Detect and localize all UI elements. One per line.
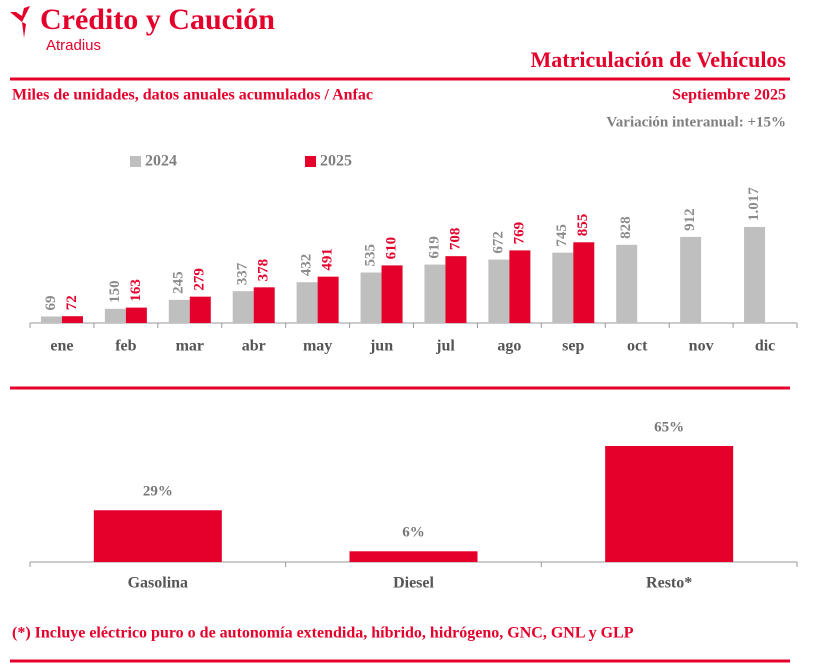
bar [125, 307, 147, 323]
bar [317, 276, 339, 323]
bar [296, 282, 318, 323]
bar [61, 316, 83, 323]
footnote: (*) Incluye eléctrico puro o de autonomí… [12, 625, 634, 642]
legend-label: 2024 [145, 153, 177, 170]
bar [445, 256, 467, 323]
bar [349, 551, 478, 562]
bar [360, 272, 382, 323]
bar [509, 250, 531, 323]
x-tick-label: jun [369, 338, 393, 355]
value-label: 1.017 [746, 187, 762, 221]
x-tick-label: dic [755, 338, 775, 355]
bar [189, 296, 211, 323]
x-tick-label: jul [435, 338, 455, 355]
x-tick-label: may [303, 338, 332, 355]
value-label: 29% [143, 484, 173, 500]
legend-label: 2025 [320, 153, 352, 170]
bar [744, 227, 766, 323]
x-tick-label: Resto* [646, 575, 692, 592]
bar [573, 242, 595, 323]
x-tick-label: ago [497, 338, 521, 355]
brand: Crédito y Caución [40, 3, 275, 36]
x-tick-label: Gasolina [128, 575, 188, 592]
bar [424, 264, 446, 323]
value-label: 745 [554, 224, 570, 247]
value-label: 828 [618, 216, 634, 239]
subtitle: Miles de unidades, datos anuales acumula… [12, 87, 373, 104]
bar [552, 252, 574, 323]
note: Variación interanual: +15% [606, 114, 786, 130]
x-tick-label: abr [242, 338, 266, 355]
x-tick-label: Diesel [393, 575, 434, 592]
value-label: 769 [511, 222, 527, 245]
bar [605, 446, 734, 562]
x-tick-label: oct [627, 338, 648, 355]
x-tick-label: sep [562, 338, 584, 355]
sub-brand: Atradius [46, 37, 101, 54]
value-label: 72 [64, 295, 80, 310]
bar [616, 244, 638, 323]
bar [40, 316, 62, 323]
value-label: 610 [383, 237, 399, 260]
x-tick-label: mar [176, 338, 204, 355]
bar [488, 259, 510, 323]
value-label: 855 [575, 214, 591, 237]
legend-swatch [305, 156, 316, 167]
bar [381, 265, 403, 323]
value-label: 65% [654, 419, 684, 435]
value-label: 491 [320, 248, 336, 271]
bar [104, 308, 126, 323]
x-tick-label: ene [50, 338, 73, 355]
value-label: 6% [402, 525, 425, 541]
value-label: 912 [682, 208, 698, 231]
value-label: 432 [299, 254, 315, 277]
value-label: 672 [490, 231, 506, 254]
value-label: 619 [426, 236, 442, 259]
bar [168, 299, 190, 323]
bar [232, 291, 254, 323]
x-tick-label: feb [115, 338, 136, 355]
value-label: 279 [192, 268, 208, 291]
logo-icon [10, 6, 30, 38]
bar [680, 236, 702, 323]
bar [93, 510, 222, 562]
value-label: 535 [362, 244, 378, 267]
value-label: 150 [107, 280, 123, 303]
value-label: 69 [43, 295, 59, 310]
value-label: 708 [447, 228, 463, 251]
x-tick-label: nov [689, 338, 714, 355]
value-label: 163 [128, 279, 144, 302]
bar [253, 287, 275, 323]
value-label: 378 [256, 259, 272, 282]
title: Matriculación de Vehículos [531, 47, 787, 72]
value-label: 245 [171, 271, 187, 294]
value-label: 337 [235, 262, 251, 285]
legend-swatch [130, 156, 141, 167]
date: Septiembre 2025 [672, 87, 786, 104]
